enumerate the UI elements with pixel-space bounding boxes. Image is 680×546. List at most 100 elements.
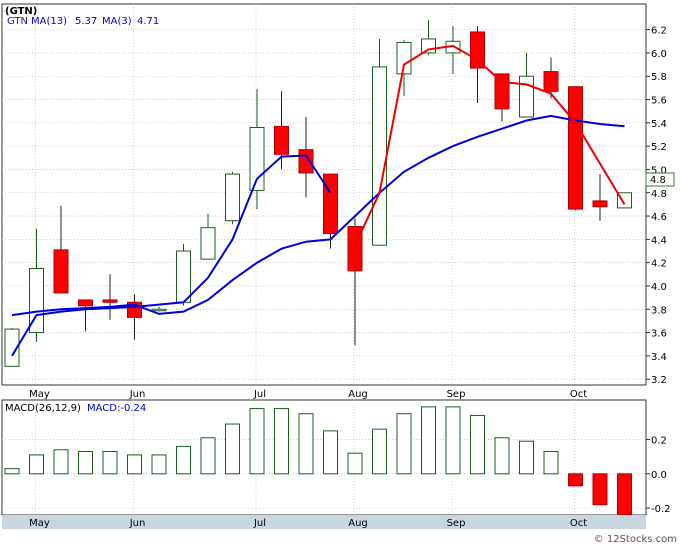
candle-body xyxy=(568,86,583,210)
macd-y-tick-label: 0.2 xyxy=(651,435,667,446)
macd-bar xyxy=(617,473,632,516)
price-y-tick-label: 4.0 xyxy=(651,282,667,293)
macd-bar xyxy=(200,437,216,475)
bottom-axis-band xyxy=(2,515,646,529)
price-y-tick-label: 3.8 xyxy=(651,305,667,316)
legend-ma3-label: MA(3) xyxy=(102,16,132,27)
price-x-tick-label: Oct xyxy=(570,389,587,400)
candle-body xyxy=(396,41,412,75)
macd-bar xyxy=(249,408,265,475)
macd-bar xyxy=(298,413,314,475)
legend-ma13-label: MA(13) xyxy=(31,16,67,27)
macd-bar xyxy=(494,437,510,475)
macd-value-label: MACD:-0.24 xyxy=(87,403,146,414)
price-y-axis: 3.23.43.63.84.04.24.44.64.85.05.25.45.65… xyxy=(646,26,667,386)
macd-bar xyxy=(323,430,338,475)
price-y-tick-label: 3.4 xyxy=(651,352,667,363)
price-y-tick-label: 5.4 xyxy=(651,119,667,130)
macd-bar xyxy=(4,468,20,475)
ma-long-line xyxy=(11,114,625,317)
price-y-tick-label: 6.2 xyxy=(651,26,667,37)
price-x-tick-label: Jul xyxy=(253,389,266,400)
candle-body xyxy=(470,31,485,69)
price-y-tick-label: 3.6 xyxy=(651,329,667,340)
ticker-label: (GTN) xyxy=(5,6,37,17)
macd-x-tick-label: Sep xyxy=(447,518,466,529)
macd-x-tick-label: Oct xyxy=(570,518,587,529)
ma13-line-early xyxy=(11,154,332,357)
legend-ma13-value: 5.37 xyxy=(75,16,97,27)
macd-bar xyxy=(372,428,387,475)
candle-body xyxy=(519,75,534,118)
candle-body xyxy=(274,125,289,155)
macd-bar xyxy=(53,449,69,475)
macd-bar xyxy=(396,413,412,475)
macd-bar xyxy=(176,445,191,475)
candle-body xyxy=(151,308,167,312)
price-x-tick-label: Aug xyxy=(348,389,368,400)
candle-body xyxy=(53,249,69,294)
candle-body xyxy=(372,66,387,246)
macd-bar xyxy=(421,406,436,475)
macd-x-tick-label: Jul xyxy=(253,518,266,529)
watermark: © 12Stocks.com xyxy=(594,534,677,545)
macd-bar xyxy=(568,473,583,487)
price-x-tick-label: Sep xyxy=(447,389,466,400)
price-y-tick-label: 5.2 xyxy=(651,142,667,153)
macd-y-tick-label: -0.2 xyxy=(651,504,671,515)
price-y-tick-label: 6.0 xyxy=(651,49,667,60)
macd-bar xyxy=(445,406,461,475)
candle-body xyxy=(592,200,608,208)
candle-body xyxy=(323,173,338,235)
candlesticks xyxy=(4,20,632,367)
macd-bar xyxy=(347,452,363,475)
price-grid xyxy=(2,4,646,385)
candle-body xyxy=(617,192,632,209)
candle-body xyxy=(200,227,216,260)
candle-body xyxy=(176,250,191,303)
price-y-tick-label: 4.2 xyxy=(651,259,667,270)
moving-average-lines xyxy=(11,44,626,357)
macd-bar xyxy=(102,450,118,475)
price-y-tick-label: 3.2 xyxy=(651,375,667,386)
macd-bars xyxy=(4,406,632,516)
price-x-tick-label: May xyxy=(29,389,50,400)
macd-bar xyxy=(29,454,44,475)
macd-y-tick-label: 0.0 xyxy=(651,470,667,481)
macd-y-axis: 0.2 0.0 -0.2 xyxy=(646,435,671,515)
price-y-tick-label: 4.6 xyxy=(651,212,667,223)
price-y-tick-label: 4.4 xyxy=(651,235,667,246)
candle-body xyxy=(225,173,240,222)
candle-body xyxy=(543,71,559,92)
macd-bar xyxy=(470,414,485,475)
legend-ma3-value: 4.71 xyxy=(137,16,159,27)
last-price-label: 4.8 xyxy=(650,175,666,186)
macd-x-tick-label: Aug xyxy=(348,518,368,529)
price-x-axis: May Jun Jul Aug Sep Oct xyxy=(29,389,587,400)
macd-bar xyxy=(151,454,167,475)
macd-bar xyxy=(519,440,534,475)
price-y-tick-label: 4.8 xyxy=(651,189,667,200)
candle-body xyxy=(78,299,93,307)
candle-body xyxy=(421,38,436,54)
price-y-tick-label: 5.0 xyxy=(651,165,667,176)
macd-bar xyxy=(225,423,240,475)
candle-body xyxy=(102,299,118,303)
macd-bar xyxy=(274,408,289,475)
candle-body xyxy=(29,267,44,334)
candle-body xyxy=(4,328,20,367)
last-price-tag xyxy=(645,172,675,187)
ma3-line xyxy=(354,44,626,246)
macd-bar xyxy=(78,450,93,475)
macd-bar xyxy=(127,454,142,475)
macd-bar xyxy=(543,450,559,475)
macd-x-tick-label: Jun xyxy=(129,518,146,529)
price-y-tick-label: 5.6 xyxy=(651,96,667,107)
candle-body xyxy=(494,73,510,110)
macd-x-axis: May Jun Jul Aug Sep Oct xyxy=(29,518,587,529)
macd-x-tick-label: May xyxy=(29,518,50,529)
macd-bar xyxy=(592,473,608,506)
macd-label: MACD(26,12,9) xyxy=(5,403,81,414)
price-y-tick-label: 5.8 xyxy=(651,72,667,83)
